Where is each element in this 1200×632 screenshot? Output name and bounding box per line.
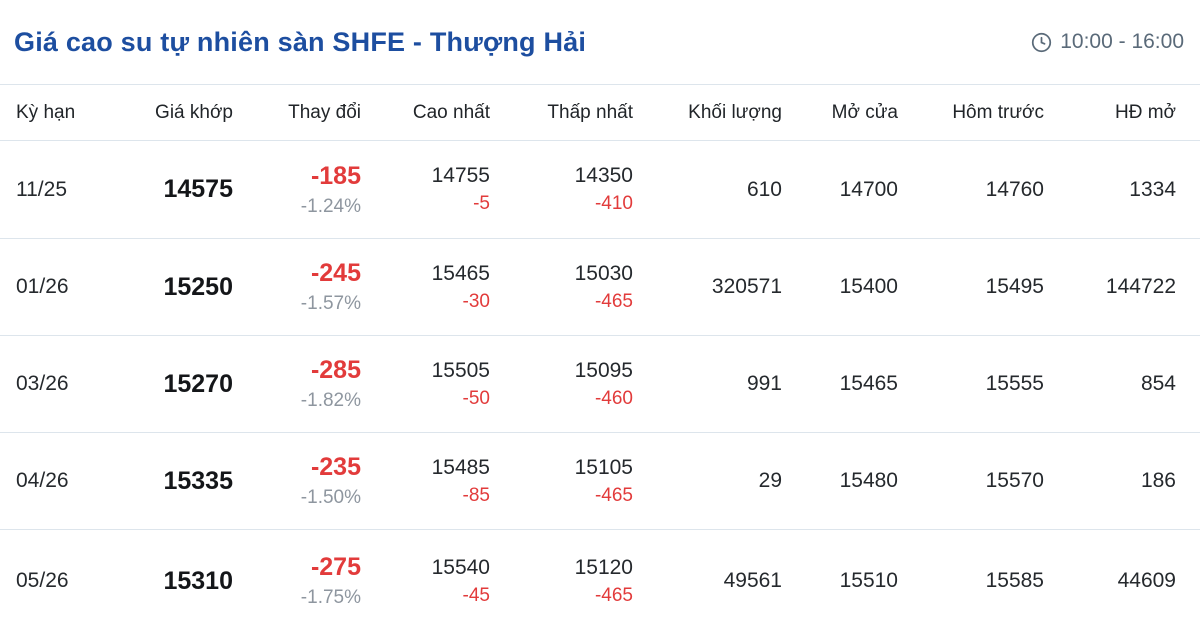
col-header-change: Thay đổi — [288, 101, 361, 123]
open-interest-value: 144722 — [1105, 275, 1176, 298]
change-percent: -1.82% — [300, 390, 361, 411]
col-header-term: Kỳ hạn — [16, 101, 76, 123]
low-value: 15095 — [574, 358, 633, 382]
low-value: 14350 — [574, 164, 633, 187]
open-value: 15400 — [839, 275, 898, 298]
open-interest-value: 854 — [1140, 372, 1176, 395]
high-value: 15485 — [431, 455, 490, 479]
col-header-high: Cao nhất — [412, 101, 490, 123]
open-value: 14700 — [839, 177, 898, 201]
match-price: 14575 — [163, 175, 233, 203]
match-price: 15310 — [163, 566, 233, 595]
high-value: 15505 — [431, 358, 490, 382]
volume-value: 610 — [746, 177, 782, 201]
change-percent: -1.57% — [300, 293, 361, 314]
low-change: -410 — [594, 193, 633, 214]
col-header-open: Mở cửa — [831, 101, 898, 123]
high-change: -85 — [462, 484, 490, 506]
high-value: 14755 — [431, 164, 490, 187]
volume-value: 49561 — [723, 569, 782, 592]
page-title: Giá cao su tự nhiên sàn SHFE - Thượng Hả… — [14, 26, 587, 57]
high-value: 15465 — [431, 261, 490, 285]
open-interest-value: 1334 — [1129, 177, 1176, 201]
col-header-low: Thấp nhất — [547, 101, 633, 123]
prev-close-value: 15570 — [985, 469, 1044, 492]
high-change: -45 — [462, 584, 490, 606]
prev-close-value: 14760 — [985, 177, 1044, 201]
open-value: 15480 — [839, 469, 898, 492]
volume-value: 29 — [758, 469, 782, 492]
trading-hours: 10:00 - 16:00 — [1031, 30, 1186, 54]
open-value: 15510 — [839, 569, 898, 592]
change-percent: -1.50% — [300, 487, 361, 508]
change-value: -245 — [310, 259, 361, 287]
change-value: -285 — [310, 356, 361, 384]
high-change: -30 — [462, 290, 490, 312]
low-change: -465 — [594, 290, 633, 312]
prev-close-value: 15495 — [985, 275, 1044, 298]
low-change: -460 — [594, 387, 633, 409]
table-row: 03/26 15270 -285 -1.82% 15505 -50 15095 … — [0, 335, 1200, 432]
change-value: -185 — [310, 161, 361, 190]
col-header-prev-close: Hôm trước — [952, 101, 1044, 123]
col-header-open-interest: HĐ mở — [1114, 101, 1176, 123]
table-header-row: Kỳ hạn Giá khớp Thay đổi Cao nhất Thấp n… — [0, 84, 1200, 141]
contract-term: 05/26 — [16, 569, 69, 592]
contract-term: 11/25 — [16, 177, 67, 201]
widget-header: Giá cao su tự nhiên sàn SHFE - Thượng Hả… — [0, 0, 1200, 84]
open-interest-value: 44609 — [1117, 569, 1176, 592]
high-change: -50 — [462, 387, 490, 409]
low-value: 15120 — [574, 555, 633, 579]
price-table: Kỳ hạn Giá khớp Thay đổi Cao nhất Thấp n… — [0, 84, 1200, 632]
trading-hours-label: 10:00 - 16:00 — [1060, 30, 1184, 53]
table-row: 05/26 15310 -275 -1.75% 15540 -45 15120 … — [0, 529, 1200, 632]
low-value: 15030 — [574, 261, 633, 285]
contract-term: 01/26 — [16, 275, 69, 298]
change-value: -235 — [310, 453, 361, 481]
table-row: 04/26 15335 -235 -1.50% 15485 -85 15105 … — [0, 432, 1200, 529]
high-change: -5 — [473, 193, 490, 214]
col-header-match-price: Giá khớp — [155, 101, 233, 123]
clock-icon — [1031, 32, 1052, 53]
contract-term: 03/26 — [16, 372, 69, 395]
match-price: 15335 — [163, 466, 233, 495]
volume-value: 320571 — [711, 275, 782, 298]
change-percent: -1.24% — [300, 195, 361, 217]
match-price: 15250 — [163, 272, 233, 301]
table-row: 11/25 14575 -185 -1.24% 14755 -5 14350 -… — [0, 141, 1200, 238]
open-interest-value: 186 — [1140, 469, 1176, 492]
prev-close-value: 15555 — [985, 372, 1044, 395]
contract-term: 04/26 — [16, 469, 69, 492]
table-row: 01/26 15250 -245 -1.57% 15465 -30 15030 … — [0, 238, 1200, 335]
volume-value: 991 — [746, 372, 782, 395]
col-header-volume: Khối lượng — [688, 101, 782, 123]
high-value: 15540 — [431, 555, 490, 579]
low-change: -465 — [594, 584, 633, 606]
change-percent: -1.75% — [300, 587, 361, 608]
match-price: 15270 — [163, 369, 233, 398]
open-value: 15465 — [839, 372, 898, 395]
low-change: -465 — [594, 484, 633, 506]
change-value: -275 — [310, 553, 361, 581]
low-value: 15105 — [574, 455, 633, 479]
prev-close-value: 15585 — [985, 569, 1044, 592]
